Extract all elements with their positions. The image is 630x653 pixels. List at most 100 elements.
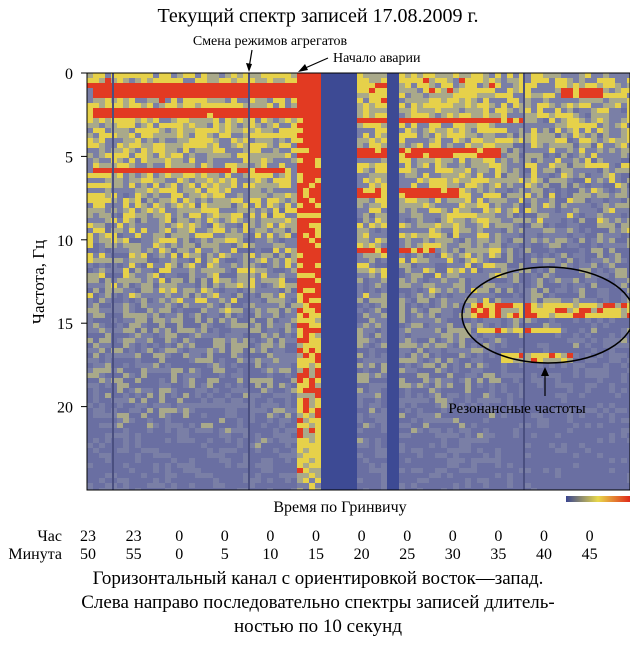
spectrogram-cell [309, 458, 315, 463]
spectrogram-cell [147, 453, 153, 458]
spectrogram-cell [231, 118, 237, 123]
spectrogram-cell [105, 448, 111, 453]
spectrogram-cell [153, 348, 159, 353]
spectrogram-cell [297, 418, 303, 423]
spectrogram-cell [237, 128, 243, 133]
spectrogram-cell [261, 273, 267, 278]
spectrogram-cell [147, 238, 153, 243]
spectrogram-cell [267, 398, 273, 403]
spectrogram-cell [171, 278, 177, 283]
spectrogram-cell [375, 98, 381, 103]
spectrogram-cell [267, 193, 273, 198]
spectrogram-cell [405, 378, 411, 383]
spectrogram-cell [279, 273, 285, 278]
spectrogram-cell [333, 463, 339, 468]
spectrogram-cell [411, 388, 417, 393]
spectrogram-cell [297, 113, 303, 118]
spectrogram-cell [387, 98, 393, 103]
spectrogram-cell [345, 178, 351, 183]
spectrogram-cell [345, 373, 351, 378]
spectrogram-cell [303, 303, 309, 308]
spectrogram-cell [429, 193, 435, 198]
spectrogram-cell [267, 393, 273, 398]
spectrogram-cell [147, 203, 153, 208]
spectrogram-cell [153, 468, 159, 473]
spectrogram-cell [309, 483, 315, 488]
spectrogram-cell [417, 78, 423, 83]
spectrogram-cell [279, 298, 285, 303]
spectrogram-cell [363, 448, 369, 453]
spectrogram-cell [177, 423, 183, 428]
spectrogram-cell [225, 138, 231, 143]
spectrogram-cell [369, 288, 375, 293]
spectrogram-cell [117, 283, 123, 288]
spectrogram-cell [405, 273, 411, 278]
spectrogram-cell [237, 328, 243, 333]
spectrogram-cell [123, 113, 129, 118]
spectrogram-cell [327, 183, 333, 188]
spectrogram-cell [171, 328, 177, 333]
spectrogram-cell [297, 208, 303, 213]
spectrogram-cell [315, 353, 321, 358]
spectrogram-cell [219, 118, 225, 123]
spectrogram-cell [279, 393, 285, 398]
spectrogram-cell [201, 148, 207, 153]
spectrogram-cell [363, 103, 369, 108]
spectrogram-cell [303, 483, 309, 488]
spectrogram-cell [285, 348, 291, 353]
spectrogram-cell [339, 138, 345, 143]
spectrogram-cell [261, 158, 267, 163]
spectrogram-cell [435, 383, 441, 388]
spectrogram-cell [273, 383, 279, 388]
spectrogram-cell [147, 168, 153, 173]
spectrogram-cell [93, 313, 99, 318]
spectrogram-cell [285, 203, 291, 208]
spectrogram-cell [189, 433, 195, 438]
spectrogram-cell [267, 118, 273, 123]
spectrogram-cell [87, 98, 93, 103]
spectrogram-cell [165, 88, 171, 93]
spectrogram-cell [147, 328, 153, 333]
spectrogram-cell [147, 113, 153, 118]
spectrogram-cell [387, 483, 393, 488]
spectrogram-cell [183, 483, 189, 488]
spectrogram-cell [423, 148, 429, 153]
spectrogram-cell [411, 168, 417, 173]
spectrogram-cell [357, 183, 363, 188]
spectrogram-cell [219, 428, 225, 433]
spectrogram-cell [339, 213, 345, 218]
spectrogram-cell [87, 278, 93, 283]
spectrogram-cell [273, 133, 279, 138]
spectrogram-cell [363, 443, 369, 448]
spectrogram-cell [117, 113, 123, 118]
spectrogram-cell [177, 448, 183, 453]
spectrogram-cell [165, 408, 171, 413]
spectrogram-cell [357, 263, 363, 268]
spectrogram-cell [129, 378, 135, 383]
spectrogram-cell [303, 343, 309, 348]
spectrogram-cell [213, 128, 219, 133]
spectrogram-cell [171, 478, 177, 483]
spectrogram-cell [231, 338, 237, 343]
spectrogram-cell [309, 428, 315, 433]
spectrogram-cell [135, 83, 141, 88]
spectrogram-cell [129, 323, 135, 328]
spectrogram-cell [351, 378, 357, 383]
spectrogram-cell [225, 378, 231, 383]
spectrogram-cell [255, 183, 261, 188]
spectrogram-cell [369, 383, 375, 388]
spectrogram-cell [327, 218, 333, 223]
spectrogram-cell [357, 428, 363, 433]
spectrogram-cell [417, 138, 423, 143]
spectrogram-cell [435, 418, 441, 423]
spectrogram-cell [189, 413, 195, 418]
spectrogram-cell [237, 123, 243, 128]
spectrogram-cell [147, 343, 153, 348]
spectrogram-cell [153, 368, 159, 373]
spectrogram-cell [147, 118, 153, 123]
spectrogram-cell [333, 138, 339, 143]
spectrogram-cell [255, 343, 261, 348]
spectrogram-cell [393, 238, 399, 243]
spectrogram-cell [435, 353, 441, 358]
spectrogram-cell [285, 268, 291, 273]
